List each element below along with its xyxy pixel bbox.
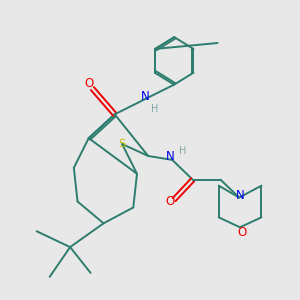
Text: O: O [85, 77, 94, 90]
Text: H: H [179, 146, 186, 156]
Text: O: O [165, 195, 174, 208]
Text: N: N [236, 189, 244, 202]
Text: H: H [151, 104, 158, 114]
Text: O: O [237, 226, 246, 239]
Text: N: N [141, 90, 150, 103]
Text: S: S [118, 139, 126, 149]
Text: N: N [166, 150, 175, 163]
